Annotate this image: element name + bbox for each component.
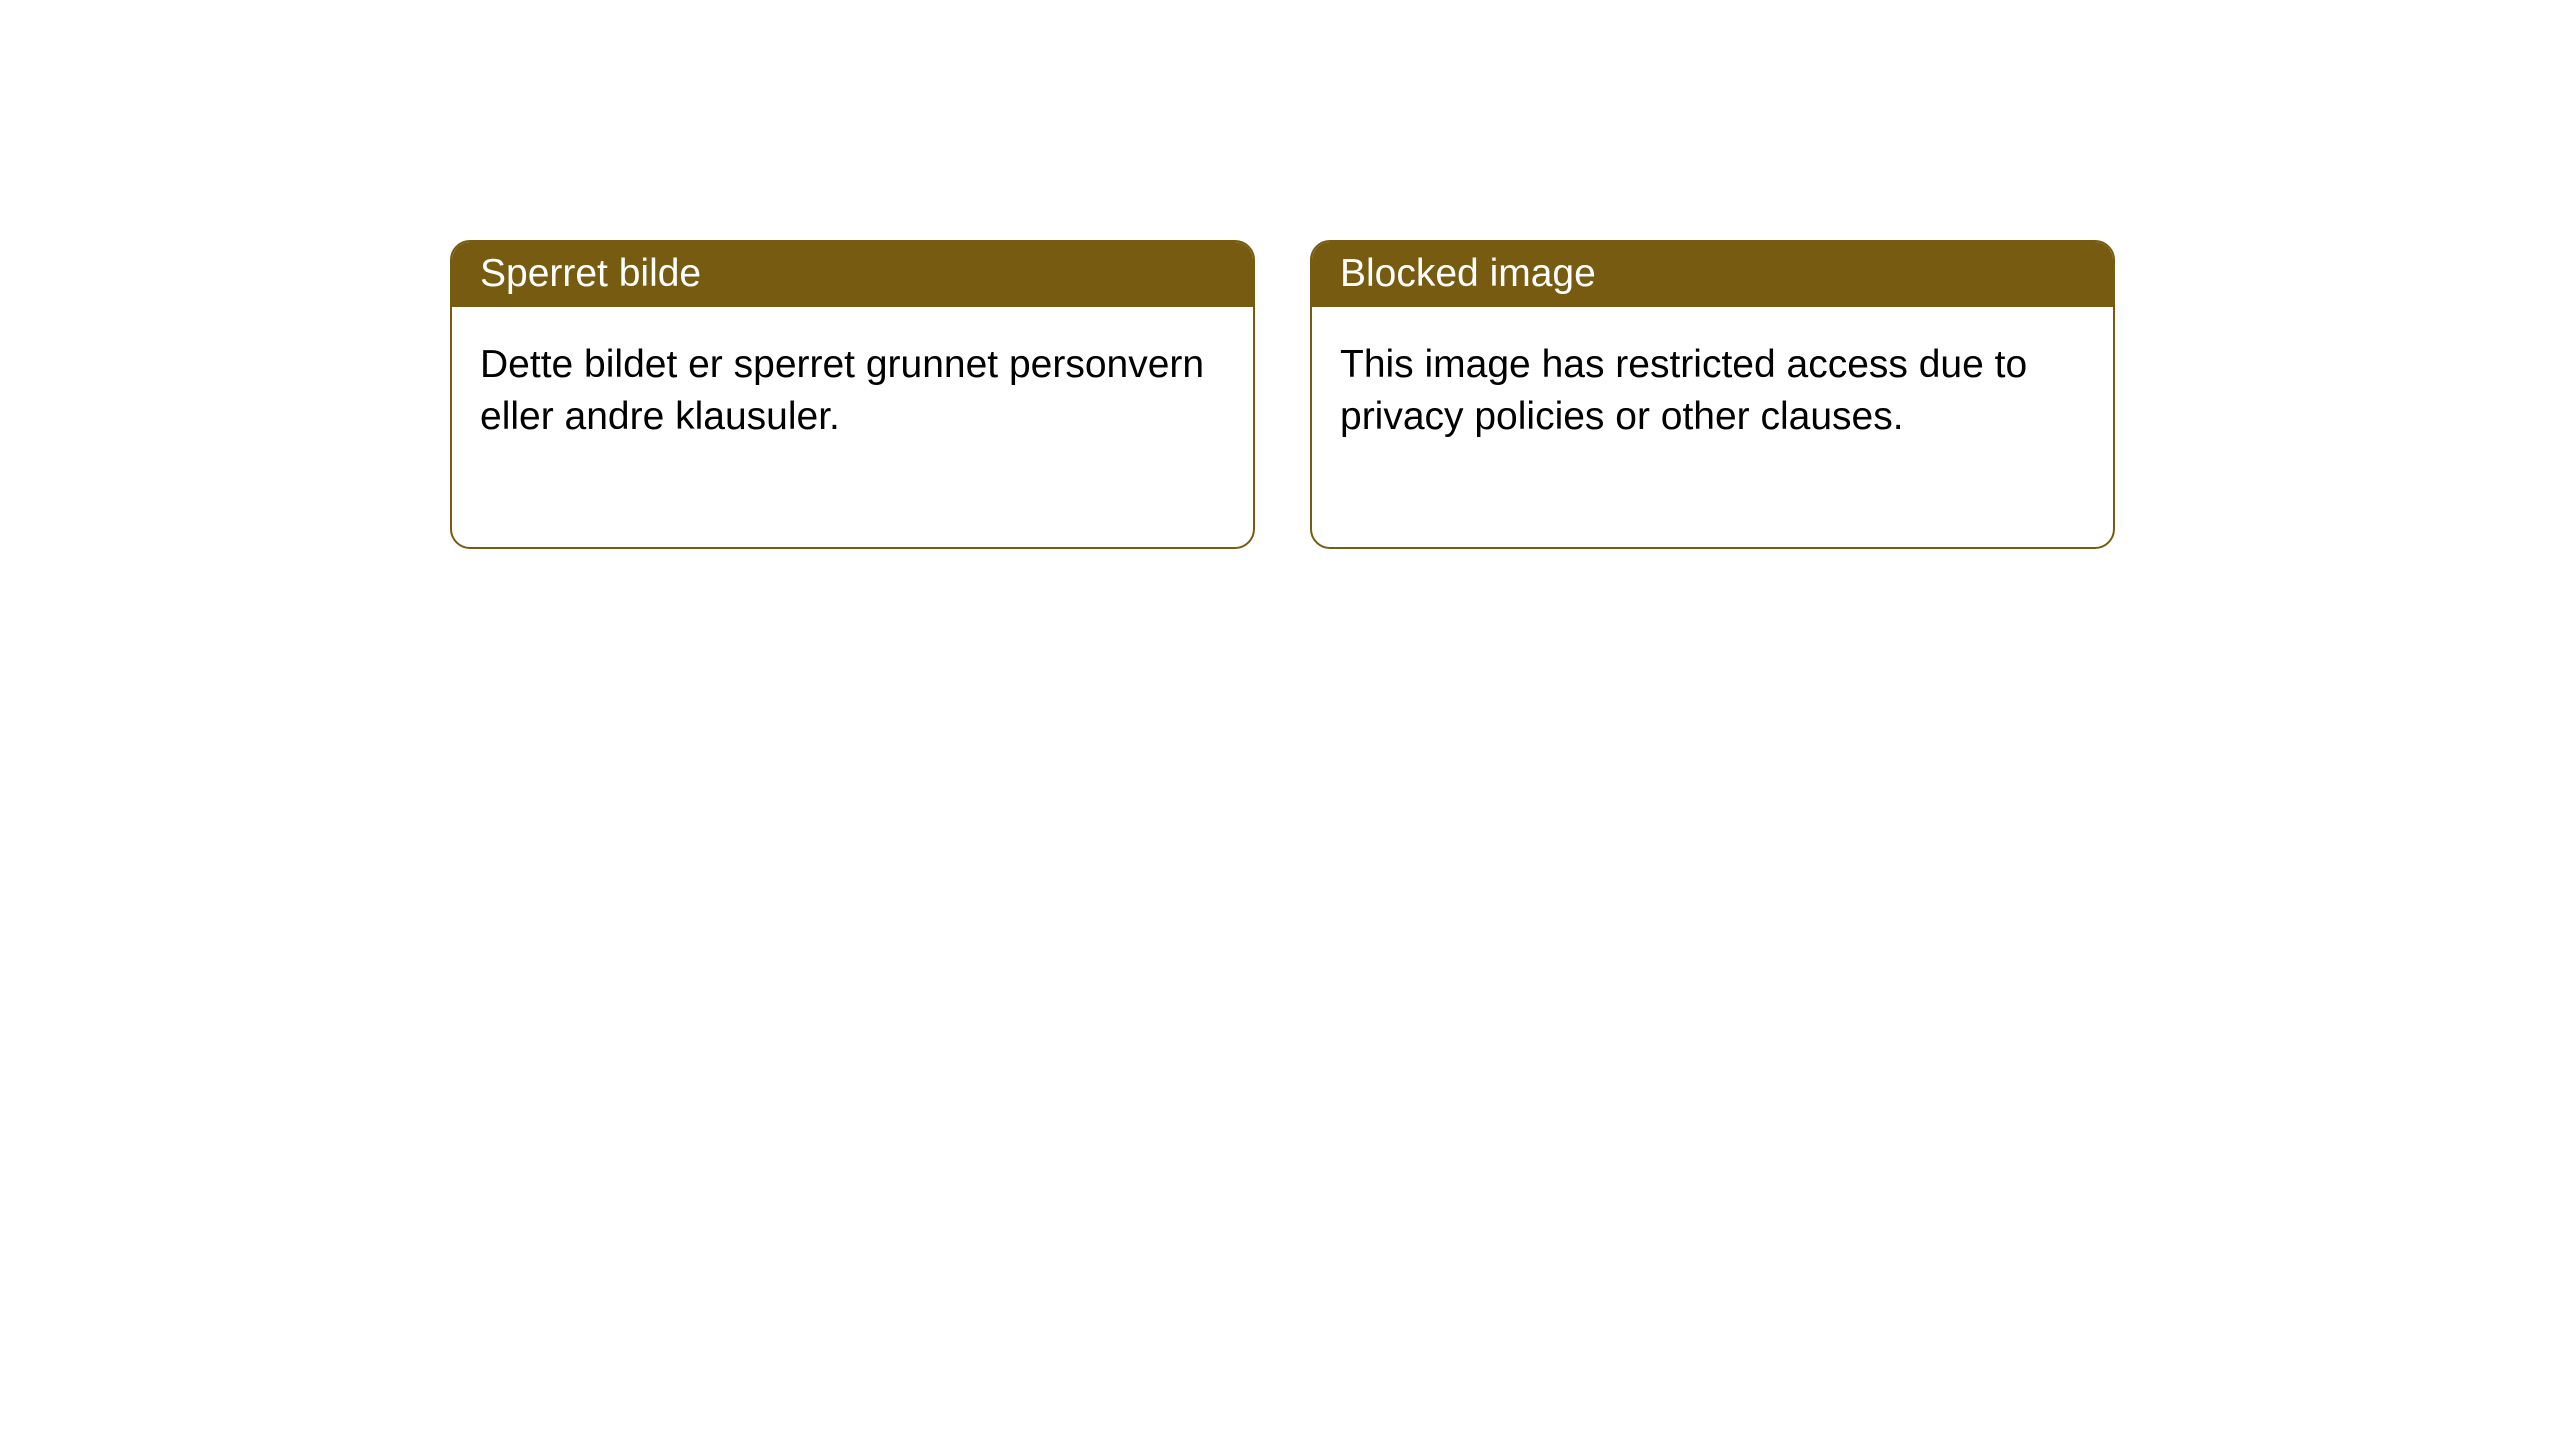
blocked-image-card-english: Blocked image This image has restricted … bbox=[1310, 240, 2115, 549]
card-title-english: Blocked image bbox=[1312, 242, 2113, 307]
cards-container: Sperret bilde Dette bildet er sperret gr… bbox=[450, 240, 2115, 549]
card-title-norwegian: Sperret bilde bbox=[452, 242, 1253, 307]
card-body-english: This image has restricted access due to … bbox=[1312, 307, 2113, 547]
blocked-image-card-norwegian: Sperret bilde Dette bildet er sperret gr… bbox=[450, 240, 1255, 549]
card-body-norwegian: Dette bildet er sperret grunnet personve… bbox=[452, 307, 1253, 547]
